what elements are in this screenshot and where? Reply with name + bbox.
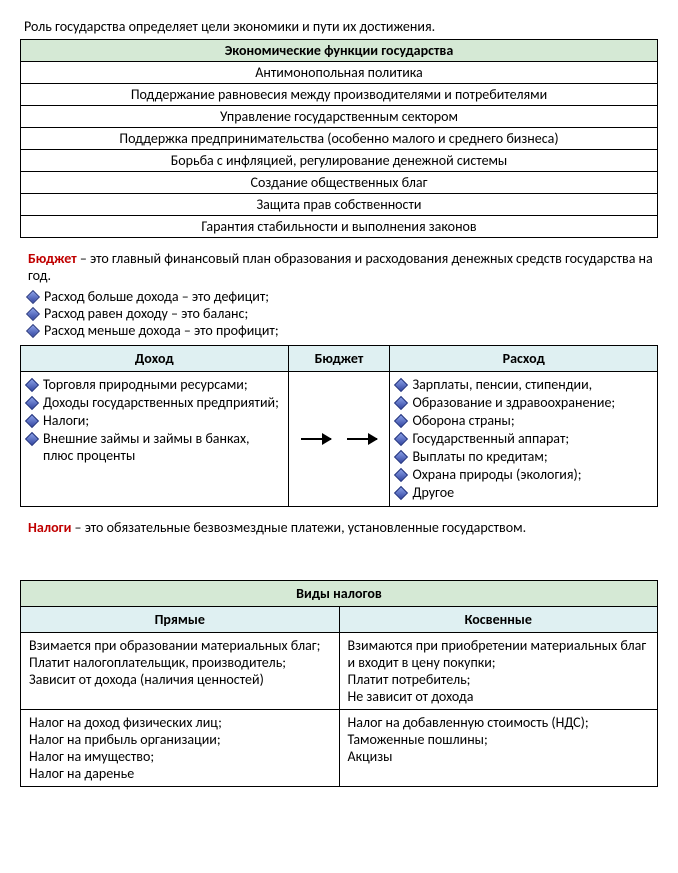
table-row: Управление государственным сектором	[21, 106, 658, 128]
list-item: Торговля природными ресурсами;	[43, 376, 248, 393]
list-item: Внешние займы и займы в банках, плюс про…	[43, 430, 282, 464]
budget-definition: Бюджет – это главный финансовый план обр…	[28, 250, 658, 284]
budget-def-text: – это главный финансовый план образовани…	[28, 250, 653, 284]
diamond-icon	[25, 432, 39, 446]
table-row: Поддержание равновесия между производите…	[21, 84, 658, 106]
example-line: Акцизы	[348, 748, 650, 765]
example-line: Налог на прибыль организации;	[29, 731, 331, 748]
diamond-icon	[394, 486, 408, 500]
direct-examples: Налог на доход физических лиц; Налог на …	[21, 710, 340, 787]
diamond-icon	[394, 468, 408, 482]
tax-col-direct: Прямые	[21, 607, 340, 633]
example-line: Налог на имущество;	[29, 748, 331, 765]
table-row: Защита прав собственности	[21, 194, 658, 216]
spacer	[20, 540, 658, 580]
term-budget: Бюджет	[28, 250, 77, 267]
intro-text: Роль государства определяет цели экономи…	[24, 18, 658, 35]
table-row: Антимонопольная политика	[21, 62, 658, 84]
budget-header-budget: Бюджет	[288, 346, 390, 372]
diamond-icon	[394, 432, 408, 446]
diamond-icon	[26, 324, 40, 338]
desc-line: Не зависит от дохода	[348, 688, 650, 705]
tax-table-header: Виды налогов	[21, 581, 658, 607]
diamond-icon	[25, 414, 39, 428]
example-line: Налог на доход физических лиц;	[29, 714, 331, 731]
list-item: Выплаты по кредитам;	[412, 448, 547, 465]
list-item: Оборона страны;	[412, 412, 514, 429]
diamond-icon	[26, 290, 40, 304]
budget-header-income: Доход	[21, 346, 289, 372]
desc-line: Платит налогоплательщик, производитель;	[29, 654, 331, 671]
list-item: Охрана природы (экология);	[412, 466, 581, 483]
bullet-text: Расход больше дохода – это дефицит;	[44, 288, 269, 305]
list-item: Зарплаты, пенсии, стипендии,	[412, 376, 592, 393]
bullet-text: Расход равен доходу – это баланс;	[44, 305, 248, 322]
diamond-icon	[394, 414, 408, 428]
list-item: Образование и здравоохранение;	[412, 394, 615, 411]
diamond-icon	[25, 396, 39, 410]
bullet-text: Расход меньше дохода – это профицит;	[44, 322, 279, 339]
table-row: Создание общественных благ	[21, 172, 658, 194]
example-line: Таможенные пошлины;	[348, 731, 650, 748]
tax-definition: Налоги – это обязательные безвозмездные …	[28, 519, 658, 536]
budget-header-expense: Расход	[390, 346, 658, 372]
list-item: Доходы государственных предприятий;	[43, 394, 279, 411]
term-tax: Налоги	[28, 519, 71, 536]
economic-functions-table: Экономические функции государства Антимо…	[20, 39, 658, 238]
arrow-right-icon	[301, 438, 331, 440]
indirect-examples: Налог на добавленную стоимость (НДС); Та…	[339, 710, 658, 787]
indirect-description: Взимаются при приобретении материальных …	[339, 633, 658, 710]
econ-functions-header: Экономические функции государства	[21, 40, 658, 62]
tax-types-table: Виды налогов Прямые Косвенные Взимается …	[20, 580, 658, 787]
list-item: Другое	[412, 484, 454, 501]
direct-description: Взимается при образовании материальных б…	[21, 633, 340, 710]
table-row: Поддержка предпринимательства (особенно …	[21, 128, 658, 150]
table-row: Борьба с инфляцией, регулирование денежн…	[21, 150, 658, 172]
expense-cell: Зарплаты, пенсии, стипендии, Образование…	[390, 372, 658, 507]
tax-col-indirect: Косвенные	[339, 607, 658, 633]
budget-arrow-cell	[288, 372, 390, 507]
diamond-icon	[394, 378, 408, 392]
desc-line: Взимается при образовании материальных б…	[29, 637, 331, 654]
example-line: Налог на добавленную стоимость (НДС);	[348, 714, 650, 731]
desc-line: Зависит от дохода (наличия ценностей)	[29, 671, 331, 688]
desc-line: Платит потребитель;	[348, 671, 650, 688]
arrow-right-icon	[347, 438, 377, 440]
budget-table: Доход Бюджет Расход Торговля природными …	[20, 345, 658, 507]
diamond-icon	[26, 307, 40, 321]
list-item: Налоги;	[43, 412, 89, 429]
tax-def-text: – это обязательные безвозмездные платежи…	[71, 519, 526, 536]
budget-bullets: Расход больше дохода – это дефицит; Расх…	[28, 288, 658, 339]
income-cell: Торговля природными ресурсами; Доходы го…	[21, 372, 289, 507]
diamond-icon	[25, 378, 39, 392]
desc-line: Взимаются при приобретении материальных …	[348, 637, 650, 671]
table-row: Гарантия стабильности и выполнения закон…	[21, 216, 658, 238]
diamond-icon	[394, 450, 408, 464]
list-item: Государственный аппарат;	[412, 430, 569, 447]
diamond-icon	[394, 396, 408, 410]
example-line: Налог на даренье	[29, 765, 331, 782]
